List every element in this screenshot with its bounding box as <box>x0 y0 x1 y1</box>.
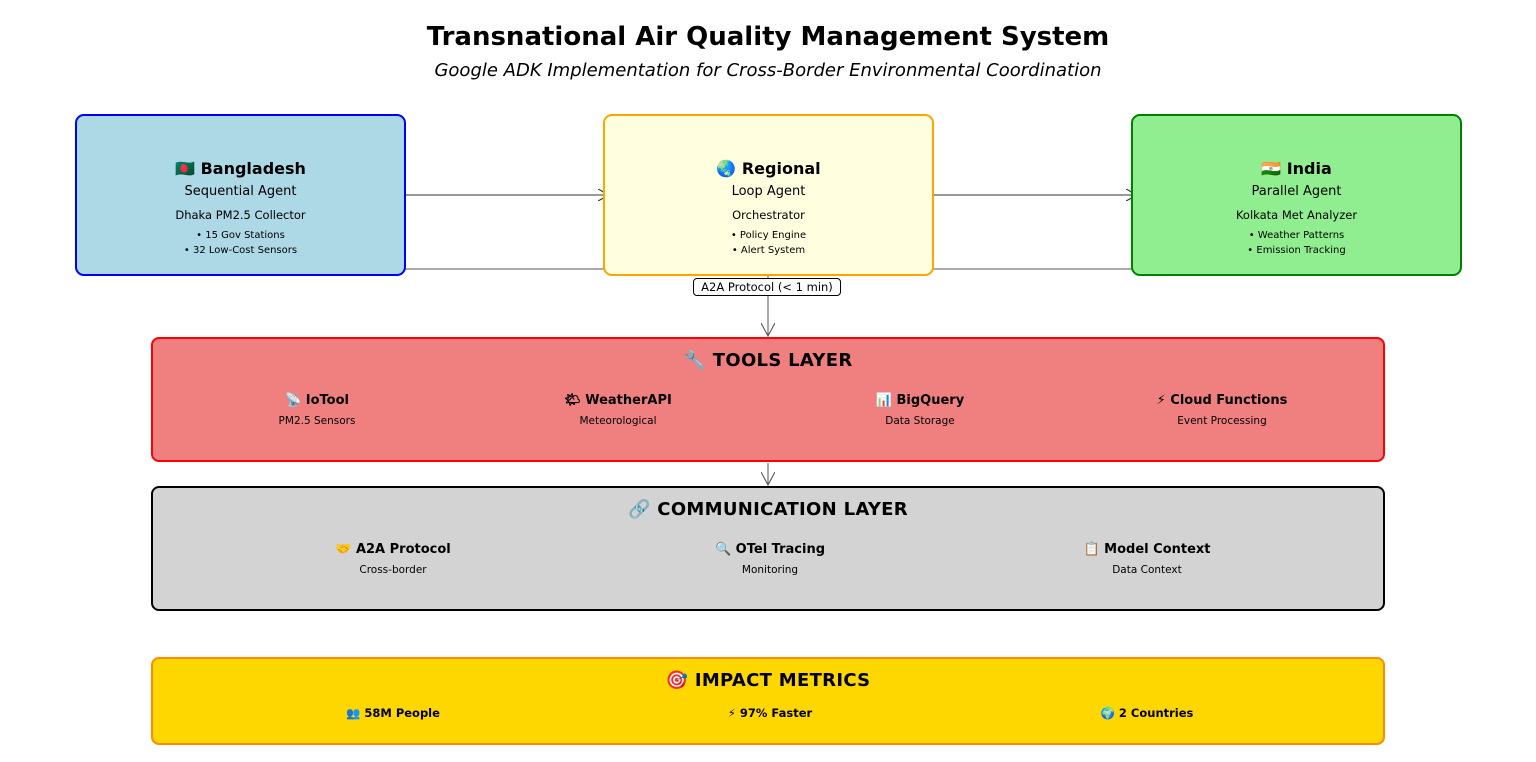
regional-agent-box: 🌏 Regional Loop Agent Orchestrator • Pol… <box>603 114 934 276</box>
a2a-protocol-label: A2A Protocol (< 1 min) <box>693 278 841 296</box>
comm-name: 🤝 A2A Protocol <box>335 542 451 557</box>
comm-desc: Cross-border <box>359 564 427 576</box>
tools-layer-title: 🔧 TOOLS LAYER <box>683 350 853 371</box>
india-agent-bullet: • Emission Tracking <box>1247 245 1346 256</box>
tool-cloud-functions: ⚡ Cloud Functions Event Processing <box>1092 392 1352 428</box>
tool-desc: Data Storage <box>885 415 955 427</box>
metric-countries: 🌍 2 Countries <box>1100 706 1194 720</box>
comm-model-context: 📋 Model Context Data Context <box>1017 541 1277 577</box>
india-agent-name: 🇮🇳 India <box>1261 159 1332 178</box>
tool-desc: PM2.5 Sensors <box>278 415 356 427</box>
regional-agent-bullet: • Policy Engine <box>730 230 807 241</box>
bangladesh-agent-role: Dhaka PM2.5 Collector <box>175 208 306 222</box>
regional-agent-role: Orchestrator <box>732 208 805 222</box>
comm-desc: Data Context <box>1112 564 1182 576</box>
impact-metrics-title: 🎯 IMPACT METRICS <box>665 670 871 691</box>
tool-desc: Event Processing <box>1177 415 1267 427</box>
tool-bigquery: 📊 BigQuery Data Storage <box>790 392 1050 428</box>
comm-name: 📋 Model Context <box>1083 542 1211 557</box>
regional-agent-bullet: • Alert System <box>731 245 806 256</box>
regional-agent-name: 🌏 Regional <box>716 159 821 178</box>
tools-layer-box: 🔧 TOOLS LAYER 📡 IoTool PM2.5 Sensors 🌤 W… <box>151 337 1385 462</box>
comm-a2a-protocol: 🤝 A2A Protocol Cross-border <box>263 541 523 577</box>
bangladesh-agent-bullet: • 15 Gov Stations <box>196 230 285 241</box>
communication-layer-title: 🔗 COMMUNICATION LAYER <box>628 499 908 520</box>
tool-name: 📡 IoTool <box>285 393 349 408</box>
tool-desc: Meteorological <box>579 415 657 427</box>
diagram-subtitle: Google ADK Implementation for Cross-Bord… <box>434 60 1102 81</box>
bangladesh-agent-name: 🇧🇩 Bangladesh <box>175 159 306 178</box>
communication-layer-box: 🔗 COMMUNICATION LAYER 🤝 A2A Protocol Cro… <box>151 486 1385 611</box>
india-agent-bullet: • Weather Patterns <box>1248 230 1345 241</box>
tool-iotool: 📡 IoTool PM2.5 Sensors <box>187 392 447 428</box>
comm-name: 🔍 OTel Tracing <box>714 542 826 557</box>
tool-name: 🌤 WeatherAPI <box>564 393 672 408</box>
bangladesh-agent-box: 🇧🇩 Bangladesh Sequential Agent Dhaka PM2… <box>75 114 406 276</box>
diagram-title: Transnational Air Quality Management Sys… <box>426 22 1110 52</box>
tool-name: 📊 BigQuery <box>875 393 965 408</box>
india-agent-box: 🇮🇳 India Parallel Agent Kolkata Met Anal… <box>1131 114 1462 276</box>
india-agent-type: Parallel Agent <box>1251 184 1342 199</box>
bangladesh-agent-type: Sequential Agent <box>184 184 297 199</box>
comm-desc: Monitoring <box>741 564 799 576</box>
comm-otel-tracing: 🔍 OTel Tracing Monitoring <box>640 541 900 577</box>
impact-metrics-box: 🎯 IMPACT METRICS 👥 58M People ⚡ 97% Fast… <box>151 657 1385 745</box>
metric-people: 👥 58M People <box>346 706 440 720</box>
bangladesh-agent-bullet: • 32 Low-Cost Sensors <box>183 245 298 256</box>
tool-name: ⚡ Cloud Functions <box>1156 393 1288 408</box>
regional-agent-type: Loop Agent <box>731 184 806 199</box>
metric-faster: ⚡ 97% Faster <box>727 706 813 720</box>
tool-weatherapi: 🌤 WeatherAPI Meteorological <box>488 392 748 428</box>
india-agent-role: Kolkata Met Analyzer <box>1235 208 1358 222</box>
